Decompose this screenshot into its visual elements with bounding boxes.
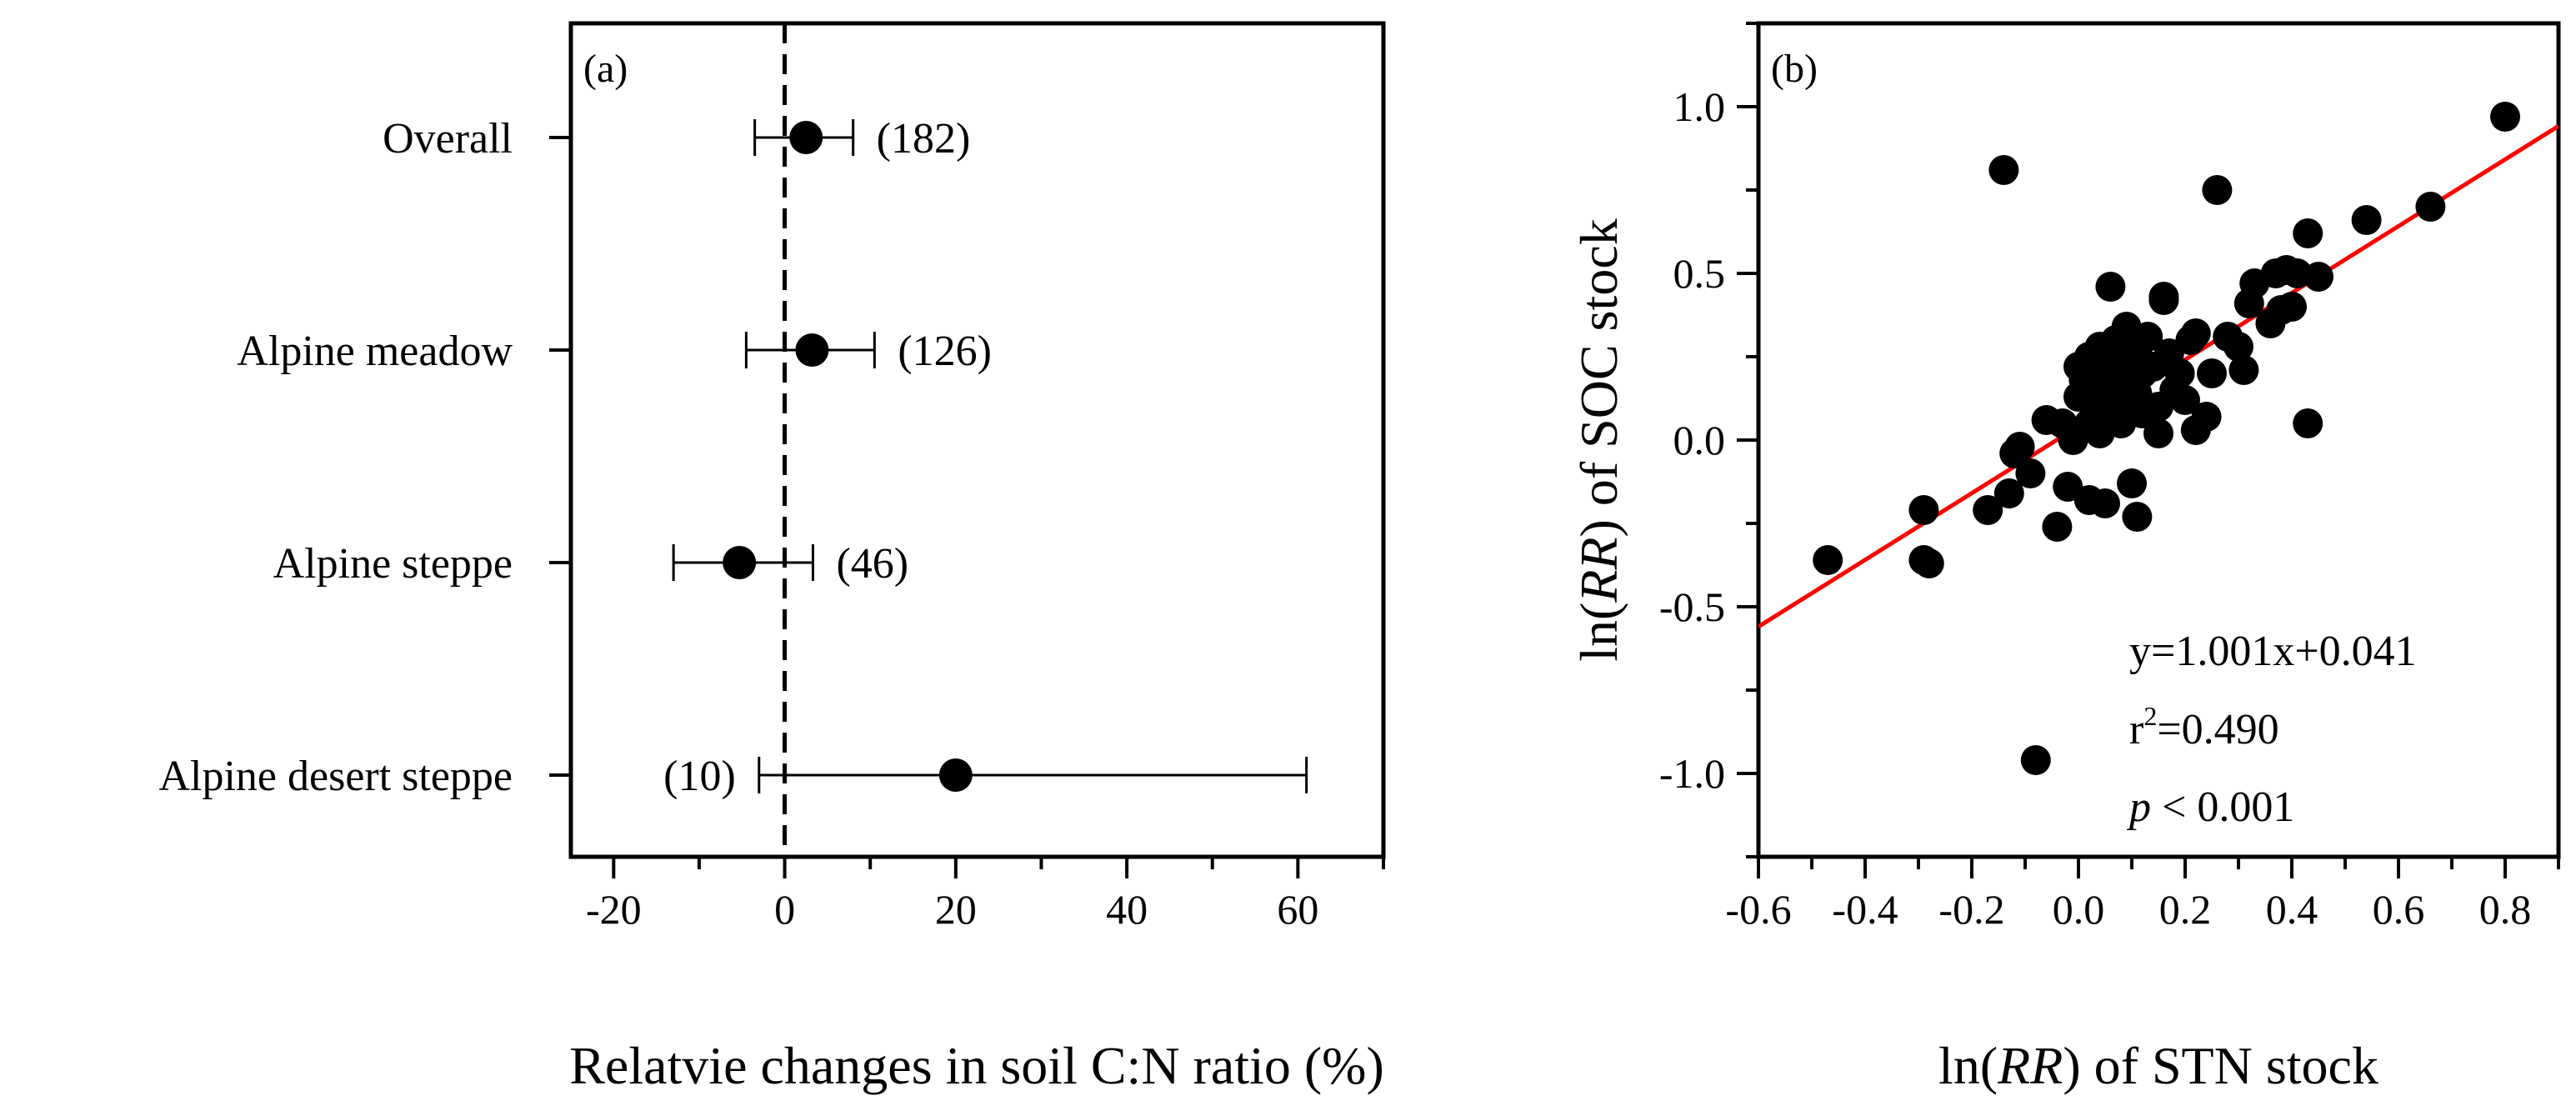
p-value-annotation: p < 0.001 — [2126, 783, 2294, 831]
category-label: Alpine steppe — [273, 540, 513, 588]
scatter-point — [2293, 218, 2323, 248]
scatter-point — [1993, 478, 2024, 508]
x-tick-label: -0.6 — [1725, 886, 1791, 933]
mean-effect-point — [789, 121, 823, 154]
scatter-point — [2303, 262, 2333, 292]
mean-effect-point — [723, 546, 757, 579]
scatter-point — [2223, 332, 2253, 362]
panel-a-label: (a) — [583, 47, 628, 91]
y-tick-label: -0.5 — [1659, 583, 1725, 630]
panel-a-forest-plot: (a) -20 0 20 40 60 Overall Alpine meadow Alpin… — [158, 21, 1386, 1095]
scatter-point — [2191, 402, 2222, 432]
scatter-point — [1913, 548, 1944, 578]
scatter-point — [2202, 175, 2233, 205]
r-squared-annotation: r2=0.490 — [2129, 701, 2279, 753]
r-squared-value: =0.490 — [2157, 706, 2278, 753]
x-tick-label: 40 — [1106, 886, 1148, 933]
panel-a-x-axis-label: Relatvie changes in soil C:N ratio (%) — [569, 1036, 1384, 1095]
scatter-point — [2148, 282, 2179, 312]
sample-size-label: (126) — [898, 328, 992, 375]
scatter-point — [2090, 488, 2120, 518]
scatter-point — [2004, 432, 2035, 462]
y-tick-label: 0.0 — [1673, 417, 1726, 463]
r-squared-base: r — [2129, 706, 2143, 753]
p-value-text: < 0.001 — [2151, 783, 2294, 831]
scatter-point — [1908, 495, 1939, 525]
x-tick-label: 60 — [1277, 886, 1318, 933]
scatter-point — [2351, 205, 2382, 235]
scatter-point — [2293, 408, 2323, 438]
scatter-point — [2095, 272, 2126, 302]
x-label-suffix: ) of STN stock — [2063, 1036, 2378, 1095]
panel-b-label: (b) — [1771, 47, 1818, 91]
scatter-point — [1973, 495, 2003, 525]
sample-size-label: (182) — [877, 115, 971, 163]
x-tick-label: -0.2 — [1938, 886, 2004, 933]
y-tick-label: 1.0 — [1673, 83, 1726, 130]
scatter-point — [2197, 358, 2227, 388]
y-label-italic: RR — [1569, 537, 1628, 603]
x-tick-label: 0.6 — [2373, 886, 2425, 933]
x-label-prefix: ln( — [1938, 1036, 1998, 1095]
scatter-point — [2164, 358, 2195, 388]
mean-effect-point — [795, 333, 829, 367]
scatter-point — [1813, 545, 1843, 575]
x-tick-label: 0.8 — [2479, 886, 2532, 933]
scatter-point — [2277, 292, 2307, 322]
scatter-point — [2490, 102, 2520, 132]
x-tick-label: -0.4 — [1832, 886, 1898, 933]
category-label: Overall — [383, 115, 513, 163]
x-tick-label: 0.2 — [2159, 886, 2212, 933]
x-tick-label: 0 — [774, 886, 795, 933]
panel-b-scatter-plot: (b) -0.6 -0.4 -0.2 0.0 0.2 0.4 0.6 0.8 -1.0 -0.5 0… — [1569, 21, 2561, 1095]
scatter-point — [2122, 502, 2153, 532]
scatter-point — [2015, 458, 2046, 488]
y-tick-label: -1.0 — [1659, 750, 1725, 797]
sample-size-label: (46) — [836, 540, 908, 588]
x-label-italic: RR — [1997, 1036, 2063, 1095]
scatter-point — [2117, 468, 2147, 498]
y-label-prefix: ln( — [1569, 603, 1628, 662]
regression-equation: y=1.001x+0.041 — [2129, 628, 2417, 675]
scatter-point — [2170, 385, 2200, 415]
scatter-point — [2143, 418, 2173, 448]
x-tick-label: -20 — [586, 886, 642, 933]
scatter-point — [2228, 355, 2259, 385]
y-label-suffix: ) of SOC stock — [1569, 218, 1628, 537]
scatter-point — [2020, 745, 2051, 775]
r-squared-superscript: 2 — [2143, 701, 2157, 731]
scatter-point — [2042, 512, 2073, 542]
category-label: Alpine desert steppe — [158, 753, 513, 800]
panel-b-y-axis-label: ln(RR) of SOC stock — [1569, 218, 1628, 662]
scatter-point — [2415, 192, 2446, 222]
mean-effect-point — [938, 758, 973, 792]
category-label: Alpine meadow — [237, 328, 513, 375]
scatter-point — [1988, 155, 2019, 185]
sample-size-label: (10) — [663, 753, 736, 800]
x-tick-label: 0.4 — [2266, 886, 2318, 933]
panel-b-x-axis-label: ln(RR) of STN stock — [1938, 1036, 2378, 1095]
scatter-point — [2053, 472, 2083, 502]
panel-a-frame — [568, 21, 1386, 859]
scatter-point — [2133, 322, 2163, 352]
scatter-point — [2180, 318, 2211, 348]
x-tick-label: 20 — [935, 886, 977, 933]
x-tick-label: 0.0 — [2053, 886, 2105, 933]
p-symbol: p — [2126, 783, 2151, 831]
y-tick-label: 0.5 — [1673, 250, 1726, 297]
